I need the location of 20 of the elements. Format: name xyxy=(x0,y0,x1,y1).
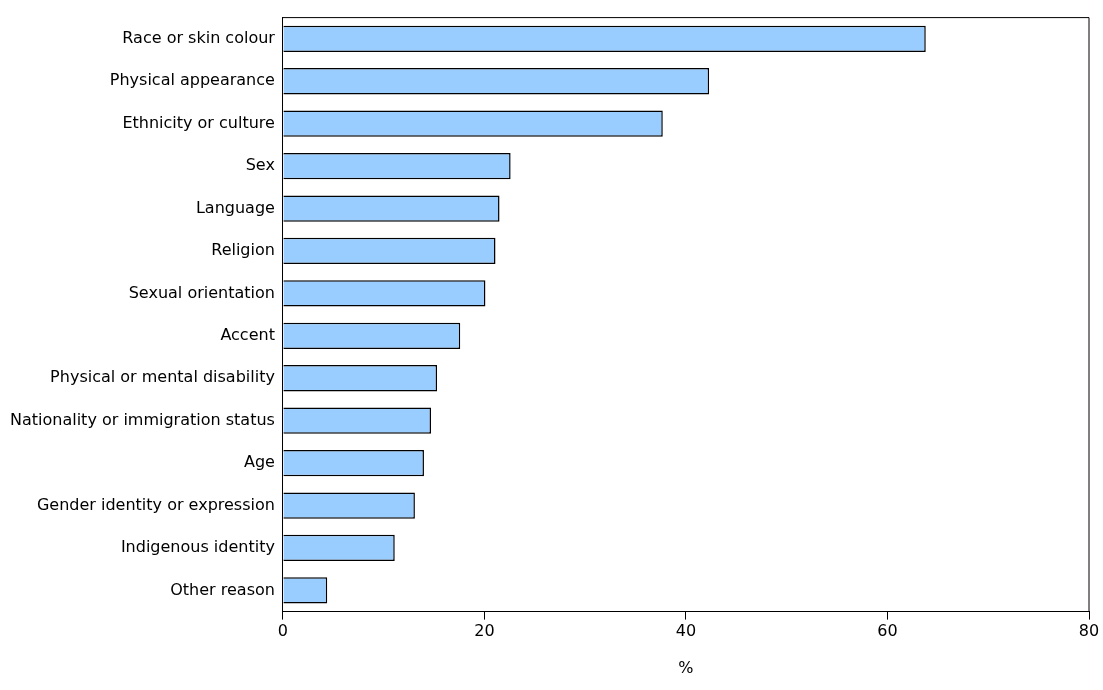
y-tick-label: Ethnicity or culture xyxy=(122,112,275,132)
y-tick-label: Accent xyxy=(220,324,275,344)
y-tick-label: Sex xyxy=(245,155,275,175)
x-axis-title: % xyxy=(678,657,694,677)
y-tick-label: Sexual orientation xyxy=(128,282,275,302)
y-tick-label: Physical appearance xyxy=(109,70,275,90)
x-tick-label: 80 xyxy=(1078,621,1100,641)
y-tick-label: Indigenous identity xyxy=(120,537,275,557)
y-tick-label: Religion xyxy=(211,240,275,260)
y-tick-label: Gender identity or expression xyxy=(36,494,275,514)
x-tick-label: 60 xyxy=(877,621,898,641)
x-tick-label: 40 xyxy=(675,621,697,641)
x-tick-label: 20 xyxy=(474,621,495,641)
y-tick-label: Physical or mental disability xyxy=(50,367,275,387)
y-tick-label: Other reason xyxy=(170,579,275,599)
x-tick-label: 0 xyxy=(277,621,288,641)
y-tick-label: Language xyxy=(195,197,275,217)
y-tick-label: Nationality or immigration status xyxy=(9,409,275,429)
y-tick-label: Race or skin colour xyxy=(122,27,276,47)
y-tick-label: Age xyxy=(243,452,275,472)
